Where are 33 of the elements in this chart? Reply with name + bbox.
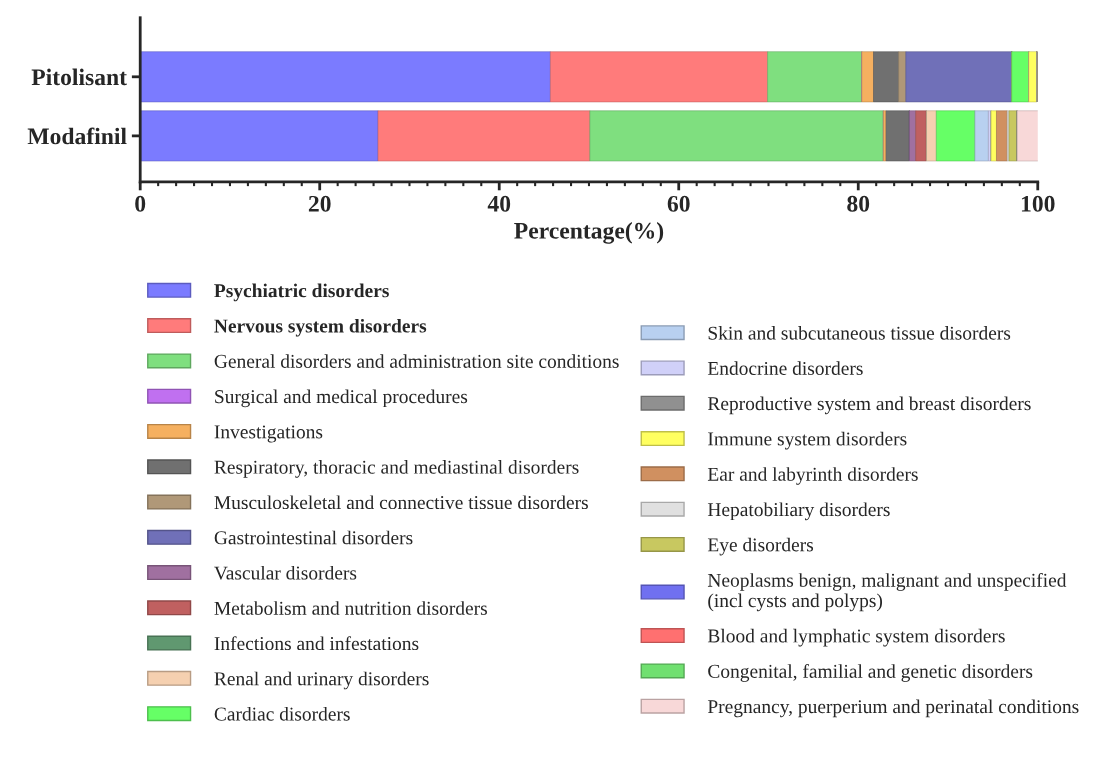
y-tick-label: Modafinil: [27, 127, 127, 145]
legend-label: Metabolism and nutrition disorders: [214, 601, 487, 615]
x-tick-label: 40: [487, 195, 511, 212]
legend-label: Vascular disorders: [214, 565, 357, 580]
y-tick-label: Pitolisant: [31, 68, 127, 86]
legend-label: Endocrine disorders: [707, 361, 863, 375]
legend-label: Hepatobiliary disorders: [707, 502, 890, 521]
x-tick-label: 20: [308, 195, 331, 212]
legend-label: Pregnancy, puerperium and perinatal conditions: [707, 699, 1079, 718]
legend-label: Psychiatric disorders: [214, 283, 389, 302]
legend-label: Blood and lymphatic system disorders: [707, 628, 1005, 647]
legend-label: Musculoskeletal and connective tissue disorders: [214, 495, 588, 510]
x-tick-label: 100: [1021, 195, 1055, 212]
legend-label: Immune system disorders: [708, 431, 907, 450]
x-axis-title: Percentage(%): [514, 222, 664, 244]
legend-label: Nervous system disorders: [214, 318, 427, 337]
legend-label: Gastrointestinal disorders: [214, 530, 413, 545]
legend-label: Reproductive system and breast disorders: [707, 396, 1031, 415]
legend-label: Eye disorders: [707, 537, 814, 556]
x-tick-label: 0: [135, 195, 146, 212]
legend-label: Respiratory, thoracic and mediastinal disorders: [214, 460, 579, 478]
legend-label: Renal and urinary disorders: [214, 671, 429, 690]
legend-label: Investigations: [214, 425, 323, 443]
x-tick-label: 60: [667, 195, 690, 212]
legend-label: Surgical and medical procedures: [215, 389, 468, 408]
legend-label: Ear and labyrinth disorders: [707, 467, 918, 485]
x-tick-label: 80: [847, 195, 870, 212]
legend-label: Cardiac disorders: [214, 706, 350, 721]
legend-label: General disorders and administration site conditions: [214, 354, 619, 368]
legend-label: Neoplasms benign, malignant and unspecified (incl cysts and polyps): [707, 572, 1067, 612]
legend-label: Infections and infestations: [214, 636, 419, 651]
legend-label: Skin and subcutaneous tissue disorders: [708, 326, 1011, 340]
legend-label: Congenital, familial and genetic disorders: [708, 664, 1033, 682]
